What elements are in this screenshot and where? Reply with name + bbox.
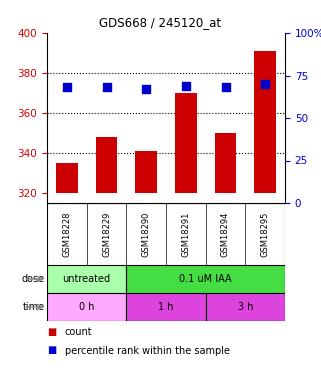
Text: ■: ■ [47, 345, 56, 355]
Text: dose: dose [22, 274, 45, 284]
Bar [135, 151, 157, 193]
Bar [175, 93, 197, 193]
Point [64, 84, 69, 90]
Point [183, 83, 188, 89]
Text: GSM18228: GSM18228 [62, 211, 71, 257]
Point [143, 86, 149, 92]
Point [263, 81, 268, 87]
Text: GSM18229: GSM18229 [102, 211, 111, 256]
Text: ■: ■ [47, 327, 56, 337]
FancyBboxPatch shape [47, 265, 126, 293]
Text: 1 h: 1 h [158, 302, 174, 312]
Bar [56, 163, 78, 193]
Text: GSM18291: GSM18291 [181, 211, 190, 256]
Text: 0.1 uM IAA: 0.1 uM IAA [179, 274, 232, 284]
Bar [215, 133, 236, 193]
Text: GSM18294: GSM18294 [221, 211, 230, 256]
Text: GDS668 / 245120_at: GDS668 / 245120_at [100, 16, 221, 29]
FancyBboxPatch shape [47, 293, 126, 321]
Point [104, 84, 109, 90]
Text: untreated: untreated [63, 274, 111, 284]
FancyBboxPatch shape [126, 293, 206, 321]
Text: time: time [23, 302, 45, 312]
Text: percentile rank within the sample: percentile rank within the sample [65, 345, 230, 355]
Text: 0 h: 0 h [79, 302, 94, 312]
Text: 3 h: 3 h [238, 302, 253, 312]
Text: GSM18290: GSM18290 [142, 211, 151, 256]
Text: count: count [65, 327, 92, 337]
Bar [254, 51, 276, 193]
Bar [96, 137, 117, 193]
FancyBboxPatch shape [126, 265, 285, 293]
Point [223, 84, 228, 90]
FancyBboxPatch shape [206, 293, 285, 321]
Text: GSM18295: GSM18295 [261, 211, 270, 256]
